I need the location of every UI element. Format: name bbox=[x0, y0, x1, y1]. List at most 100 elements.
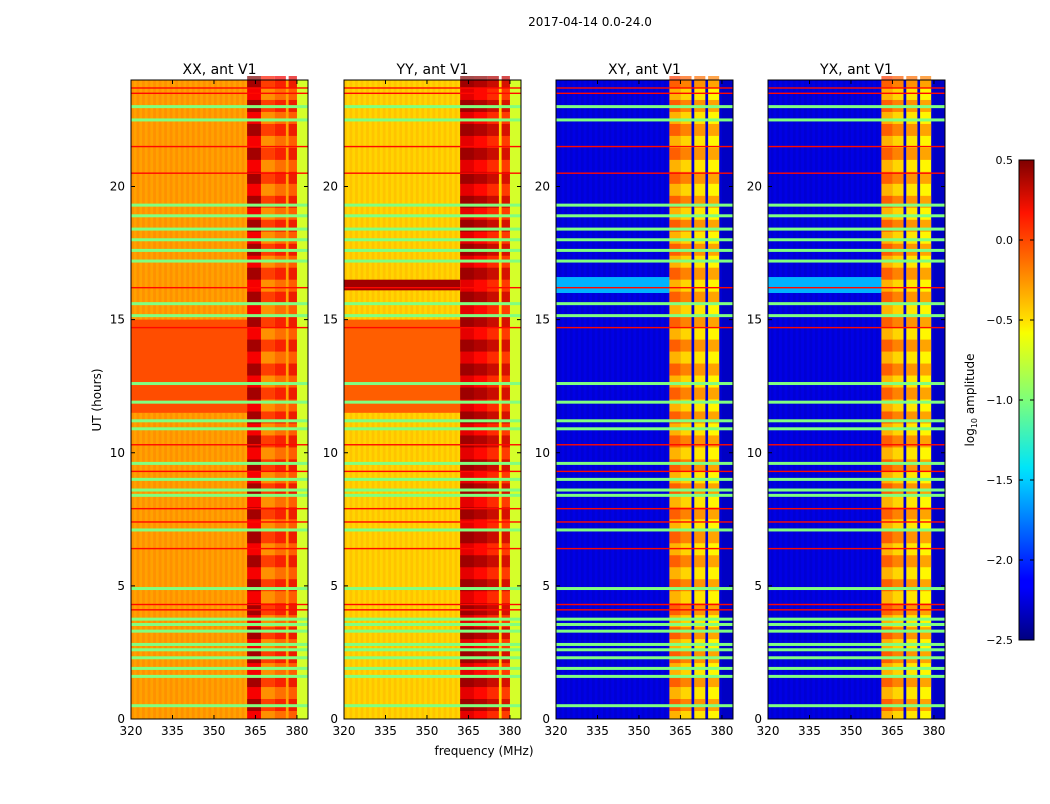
heatmap-cell bbox=[509, 80, 521, 719]
flag-row bbox=[344, 145, 521, 148]
flag-row bbox=[344, 493, 521, 497]
colorbar-tick-label: 0.5 bbox=[996, 154, 1014, 167]
flag-row bbox=[131, 248, 308, 252]
heatmap-cell bbox=[274, 531, 286, 544]
heatmap-cell bbox=[680, 267, 692, 280]
flag-row bbox=[768, 521, 945, 523]
flag-row bbox=[131, 314, 308, 318]
heatmap-cell bbox=[862, 80, 865, 719]
heatmap-cell bbox=[501, 315, 510, 328]
heatmap-cell bbox=[669, 147, 681, 160]
flag-row bbox=[768, 326, 945, 329]
colorbar-tick-label: −1.0 bbox=[986, 394, 1013, 407]
heatmap-cell bbox=[892, 459, 904, 472]
flag-row bbox=[344, 302, 521, 306]
panel-1: YY, ant V1 320 335 350 365 380 0 5 10 15 20 bbox=[323, 62, 522, 738]
heatmap-cell bbox=[460, 315, 474, 328]
heatmap-cell bbox=[694, 531, 706, 544]
heatmap-cell bbox=[666, 80, 670, 719]
flag-row bbox=[768, 419, 945, 423]
heatmap-cell bbox=[906, 459, 918, 472]
flag-row bbox=[344, 286, 521, 289]
flag-row bbox=[556, 656, 733, 660]
flag-row bbox=[768, 172, 945, 174]
heatmap-cell bbox=[721, 80, 733, 719]
heatmap-cell bbox=[487, 315, 499, 328]
y-tick-label: 15 bbox=[535, 313, 550, 327]
x-tick-label: 380 bbox=[710, 724, 733, 738]
heatmap-cell bbox=[906, 627, 918, 640]
heatmap-cell bbox=[708, 195, 720, 208]
heatmap-cell bbox=[460, 267, 474, 280]
heatmap-cell bbox=[669, 435, 681, 448]
flag-row bbox=[131, 400, 308, 404]
colorbar-tick-label: −1.5 bbox=[986, 474, 1013, 487]
flag-row bbox=[344, 656, 521, 660]
heatmap-cell bbox=[708, 531, 720, 544]
heatmap-cell bbox=[473, 627, 488, 640]
heatmap-cell bbox=[892, 195, 904, 208]
heatmap-cell bbox=[669, 627, 681, 640]
heatmap-cell bbox=[288, 291, 297, 304]
heatmap-cell bbox=[567, 80, 570, 719]
heatmap-cell bbox=[694, 363, 706, 376]
x-tick-label: 380 bbox=[285, 724, 308, 738]
heatmap-cell bbox=[680, 531, 692, 544]
heatmap-cell bbox=[669, 459, 681, 472]
flag-row bbox=[131, 118, 308, 122]
flag-row bbox=[344, 259, 521, 263]
heatmap-cell bbox=[906, 76, 918, 88]
heatmap-cell bbox=[680, 555, 692, 568]
heatmap-cell bbox=[274, 387, 286, 400]
heatmap-cell bbox=[906, 555, 918, 568]
heatmap-cell bbox=[288, 555, 297, 568]
heatmap-cell bbox=[473, 675, 488, 688]
flag-row bbox=[131, 609, 308, 611]
heatmap-cell bbox=[768, 277, 885, 293]
heatmap-cell bbox=[288, 363, 297, 376]
heatmap-cell bbox=[920, 195, 932, 208]
flag-row bbox=[556, 118, 733, 122]
heatmap-cell bbox=[460, 627, 474, 640]
flag-row bbox=[131, 172, 308, 174]
heatmap-cell bbox=[274, 123, 286, 136]
flag-row bbox=[556, 521, 733, 523]
heatmap-cell bbox=[881, 555, 893, 568]
heatmap-cell bbox=[344, 279, 461, 291]
flag-row bbox=[556, 286, 733, 289]
flag-row bbox=[131, 259, 308, 263]
heatmap-cell bbox=[473, 291, 488, 304]
heatmap-cell bbox=[260, 195, 275, 208]
heatmap-cell bbox=[906, 435, 918, 448]
heatmap-cell bbox=[881, 171, 893, 184]
flag-row bbox=[768, 642, 945, 646]
heatmap-cell bbox=[274, 267, 286, 280]
colorbar-tick-label: 0.0 bbox=[996, 234, 1014, 247]
heatmap-cell bbox=[460, 387, 474, 400]
heatmap-cell bbox=[856, 80, 860, 719]
flag-row bbox=[768, 587, 945, 591]
flag-row bbox=[131, 656, 308, 660]
heatmap-cell bbox=[501, 339, 510, 352]
heatmap-cell bbox=[501, 123, 510, 136]
heatmap-cell bbox=[680, 675, 692, 688]
flag-row bbox=[131, 427, 308, 431]
heatmap-cell bbox=[906, 579, 918, 592]
heatmap-cell bbox=[460, 363, 474, 376]
heatmap-cell bbox=[873, 80, 876, 719]
colorbar-tick-label: −0.5 bbox=[986, 314, 1013, 327]
heatmap-cell bbox=[288, 147, 297, 160]
heatmap-cell bbox=[708, 555, 720, 568]
y-tick-label: 20 bbox=[535, 180, 550, 194]
flag-row bbox=[556, 302, 733, 306]
heatmap-cell bbox=[288, 579, 297, 592]
heatmap-cell bbox=[920, 267, 932, 280]
flag-row bbox=[344, 427, 521, 431]
flag-row bbox=[556, 603, 733, 606]
heatmap-cell bbox=[920, 339, 932, 352]
heatmap-cell bbox=[473, 123, 488, 136]
heatmap-cell bbox=[892, 123, 904, 136]
flag-row bbox=[131, 382, 308, 386]
heatmap-cell bbox=[669, 171, 681, 184]
heatmap-cell bbox=[260, 219, 275, 232]
